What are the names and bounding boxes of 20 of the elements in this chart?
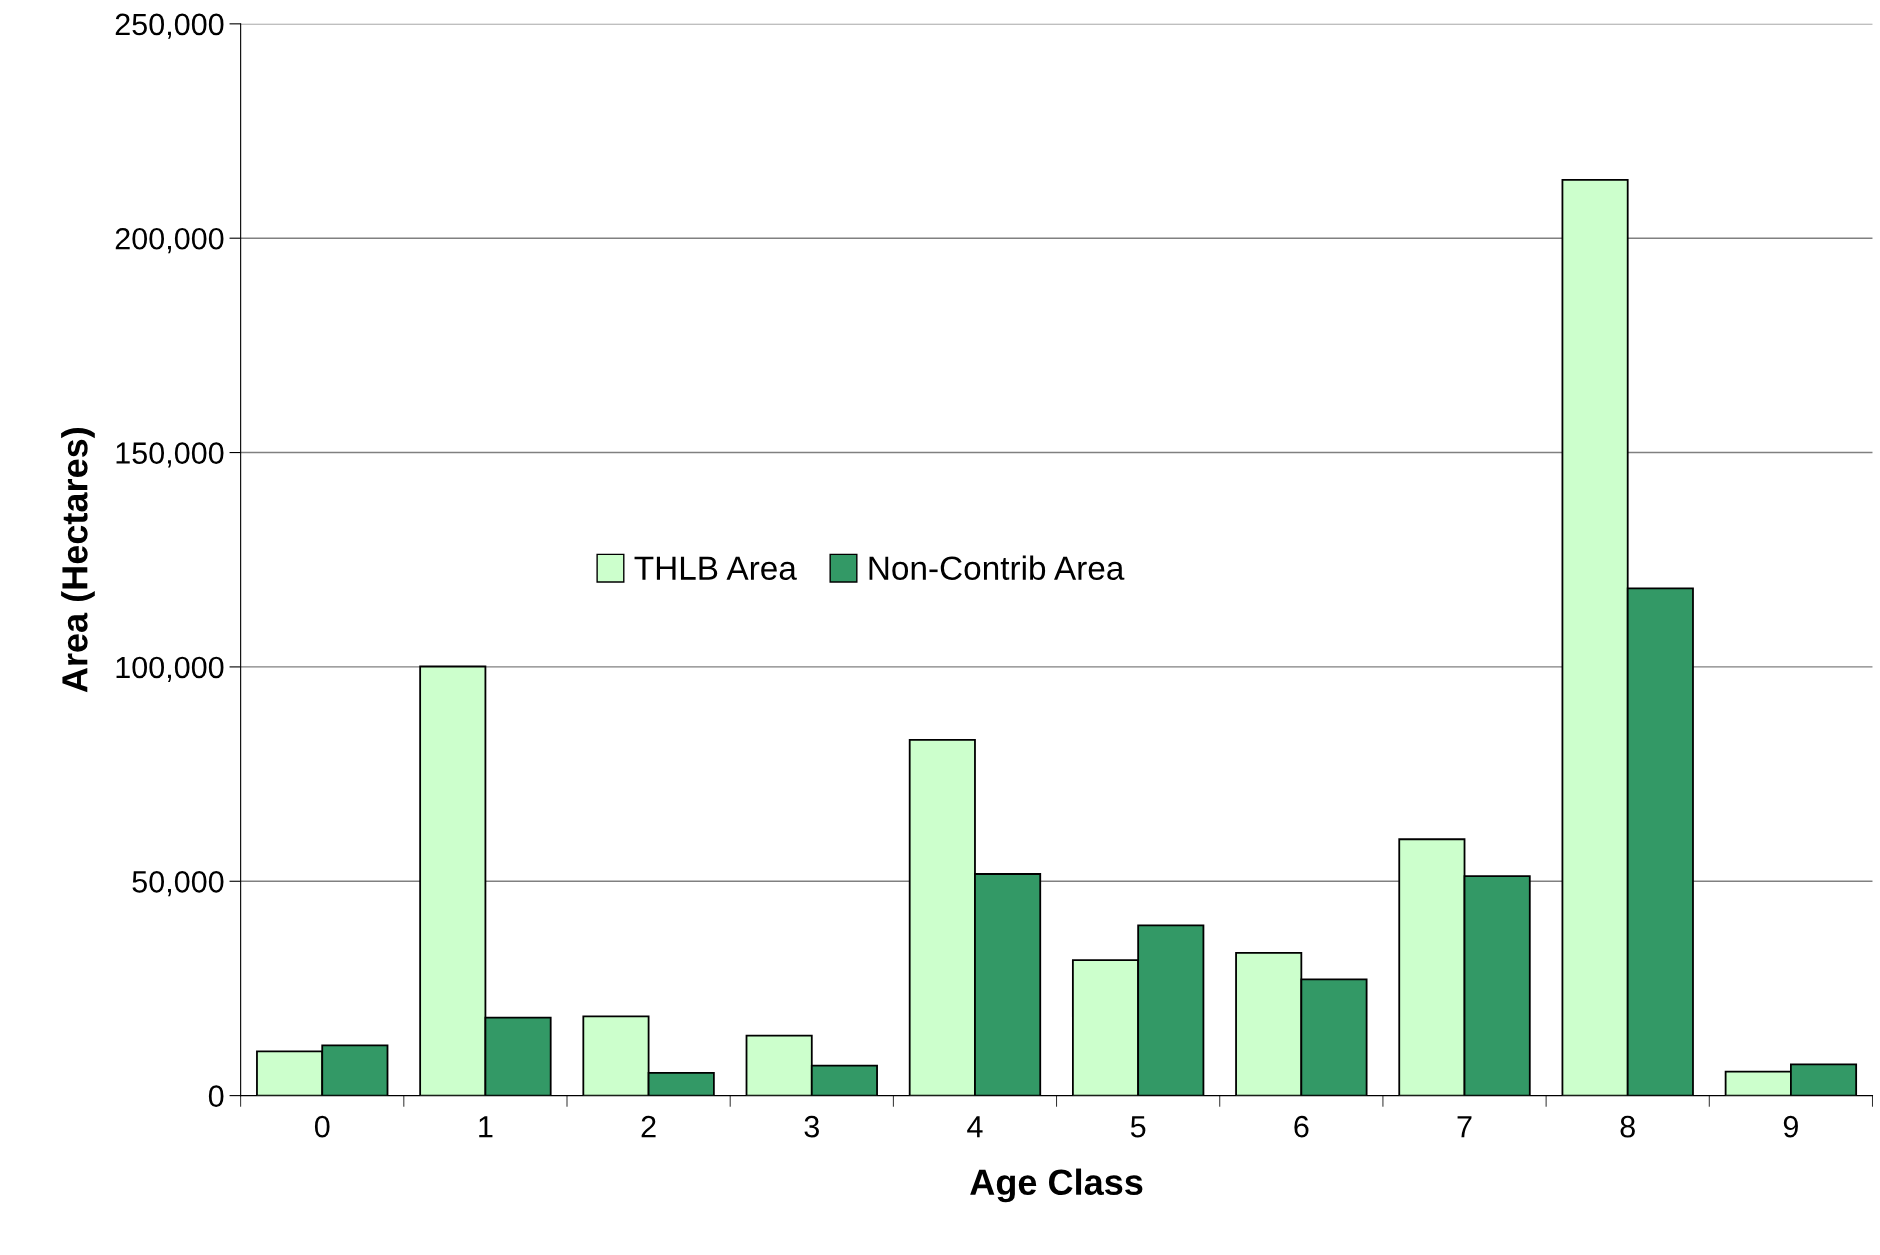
x-tick-label: 0 — [314, 1115, 330, 1138]
x-tick-label: 3 — [804, 1115, 819, 1138]
y-tick-label: 50,000 — [132, 871, 224, 897]
legend-label: Non-Contrib Area — [869, 555, 1125, 580]
x-tick-label: 5 — [1130, 1116, 1146, 1138]
y-tick-label: 0 — [208, 1085, 224, 1107]
x-tick-label: 7 — [1457, 1116, 1472, 1138]
y-tick-label: 200,000 — [115, 227, 224, 254]
y-tick-label: 100,000 — [116, 656, 224, 682]
x-tick-label: 2 — [641, 1115, 656, 1138]
y-tick-label: 150,000 — [116, 442, 224, 468]
x-tick-label: 9 — [1783, 1115, 1798, 1138]
legend-label: THLB Area — [634, 556, 797, 580]
x-tick-label: 1 — [479, 1116, 493, 1138]
y-axis-title: Area (Hectares) — [61, 428, 95, 693]
x-tick-label: 4 — [967, 1116, 983, 1138]
x-tick-label: 6 — [1294, 1115, 1309, 1138]
x-tick-label: 8 — [1620, 1115, 1635, 1138]
y-tick-label: 250,000 — [115, 13, 224, 39]
x-axis-title: Age Class — [970, 1168, 1143, 1203]
